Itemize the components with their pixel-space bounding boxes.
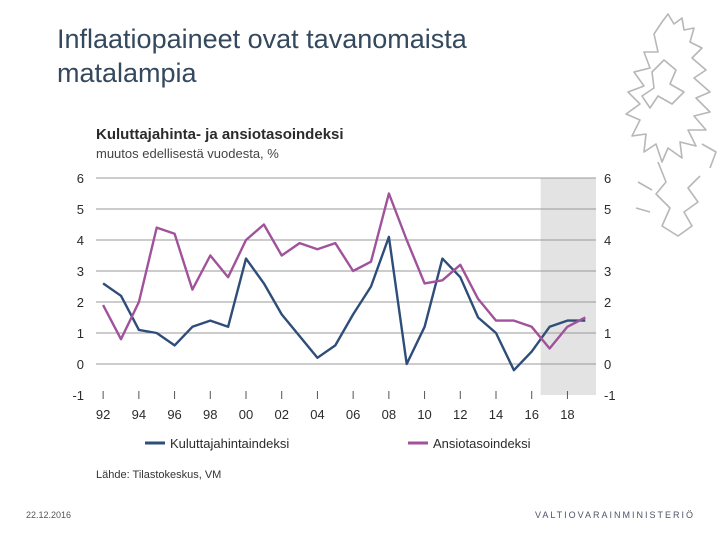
x-tick-label: 08 <box>382 407 396 422</box>
x-tick-label: 16 <box>524 407 538 422</box>
y-tick-label-right: 1 <box>604 326 611 341</box>
y-tick-label-right: -1 <box>604 388 616 403</box>
x-tick-label: 94 <box>132 407 146 422</box>
lion-emblem-watermark <box>625 13 717 237</box>
x-tick-label: 18 <box>560 407 574 422</box>
y-axis-right: -1 0 1 2 3 4 5 6 <box>604 171 616 403</box>
slide-title: Inflaatiopaineet ovat tavanomaista matal… <box>57 24 467 88</box>
y-tick-label-right: 4 <box>604 233 611 248</box>
y-tick-label-right: 0 <box>604 357 611 372</box>
series-lines <box>102 192 586 372</box>
y-tick-label-right: 3 <box>604 264 611 279</box>
y-tick-label-left: 1 <box>77 326 84 341</box>
footer-date: 22.12.2016 <box>26 510 72 520</box>
footer-brand: VALTIOVARAINMINISTERIÖ <box>535 510 696 520</box>
y-tick-label-left: 0 <box>77 357 84 372</box>
chart-subtitle: muutos edellisestä vuodesta, % <box>96 146 279 161</box>
legend-label: Kuluttajahintaindeksi <box>170 436 289 451</box>
x-tick-label: 14 <box>489 407 503 422</box>
x-tick-label: 04 <box>310 407 324 422</box>
x-tick-label: 12 <box>453 407 467 422</box>
x-tick-label: 92 <box>96 407 110 422</box>
legend-label: Ansiotasoindeksi <box>433 436 531 451</box>
y-tick-label-left: 3 <box>77 264 84 279</box>
legend: Kuluttajahintaindeksi Ansiotasoindeksi <box>145 436 531 451</box>
x-tick-label: 02 <box>274 407 288 422</box>
y-tick-label-right: 6 <box>604 171 611 186</box>
forecast-shading <box>540 178 596 395</box>
y-tick-label-left: 4 <box>77 233 84 248</box>
x-tick-label: 96 <box>167 407 181 422</box>
x-tick-label: 06 <box>346 407 360 422</box>
x-tick-label: 00 <box>239 407 253 422</box>
chart-source: Lähde: Tilastokeskus, VM <box>96 469 221 481</box>
y-tick-label-left: -1 <box>72 388 84 403</box>
x-axis: 92 94 96 98 00 02 04 06 08 10 12 14 16 18 <box>96 391 575 422</box>
x-tick-label: 98 <box>203 407 217 422</box>
chart-title: Kuluttajahinta- ja ansiotasoindeksi <box>96 126 344 143</box>
series-line <box>102 235 586 372</box>
gridlines <box>96 177 596 365</box>
y-tick-label-right: 2 <box>604 295 611 310</box>
y-tick-label-left: 2 <box>77 295 84 310</box>
series-line <box>102 192 586 350</box>
y-tick-label-left: 5 <box>77 202 84 217</box>
y-axis-left: -1 0 1 2 3 4 5 6 <box>72 171 84 403</box>
y-tick-label-left: 6 <box>77 171 84 186</box>
y-tick-label-right: 5 <box>604 202 611 217</box>
x-tick-label: 10 <box>417 407 431 422</box>
